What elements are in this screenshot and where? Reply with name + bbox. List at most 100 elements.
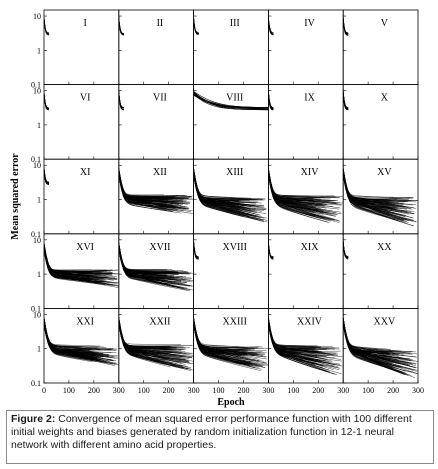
mse-curve xyxy=(343,94,349,110)
caption-label: Figure 2: xyxy=(11,413,56,425)
mse-curve xyxy=(118,320,189,361)
mse-curve xyxy=(118,322,187,354)
mse-curve xyxy=(268,317,330,357)
panel-x: X xyxy=(342,84,419,160)
mse-curve xyxy=(343,317,412,364)
panel-curves xyxy=(44,242,119,288)
panel-ix: IX xyxy=(267,84,344,160)
panel-frame xyxy=(43,9,120,85)
mse-curve xyxy=(44,319,117,365)
panel-curves xyxy=(193,317,269,371)
mse-curve xyxy=(44,242,91,283)
mse-curve xyxy=(118,244,180,285)
mse-curve xyxy=(193,323,240,357)
x-axis-title: Epoch xyxy=(217,397,245,408)
panel-xxii: XXII 100 200 300 xyxy=(118,307,200,395)
x-tick-label: 300 xyxy=(113,386,125,395)
mse-curve xyxy=(268,172,316,202)
mse-curve xyxy=(268,323,322,347)
panel-xxiv: XXIV 100 200 300 xyxy=(267,307,349,395)
mse-curve xyxy=(44,247,93,276)
mse-curve xyxy=(343,170,407,222)
panel-label: XVI xyxy=(76,242,94,253)
panel-curves xyxy=(44,16,50,36)
panel-xi: XI 0.1 1 10 xyxy=(31,158,120,239)
panel-iv: IV xyxy=(267,9,344,85)
panel-curves xyxy=(343,317,419,378)
mse-curve xyxy=(118,90,124,108)
mse-curve xyxy=(268,18,274,36)
mse-curve xyxy=(44,318,101,351)
panel-curves xyxy=(343,167,418,227)
panel-label: XXV xyxy=(374,316,396,327)
mse-curve xyxy=(193,324,247,362)
mse-curve xyxy=(118,324,182,345)
mse-curve xyxy=(118,324,170,348)
mse-curve xyxy=(118,320,176,351)
panel-label: VI xyxy=(80,93,91,104)
mse-curve xyxy=(268,319,328,372)
mse-curve xyxy=(193,170,267,210)
mse-curve xyxy=(193,319,261,371)
panel-curves xyxy=(118,317,194,371)
panel-label: III xyxy=(230,18,240,29)
mse-curve xyxy=(118,18,124,35)
panel-curves xyxy=(118,242,194,292)
mse-curve xyxy=(268,95,274,110)
mse-curve xyxy=(44,243,113,273)
panel-label: XXI xyxy=(76,316,94,327)
panel-frame xyxy=(342,307,419,384)
mse-curve xyxy=(343,171,400,218)
x-tick-label: 300 xyxy=(337,386,349,395)
panel-xii: XII xyxy=(118,158,195,235)
mse-curve xyxy=(343,172,399,203)
mse-curve xyxy=(44,245,105,272)
mse-curve xyxy=(44,19,50,35)
mse-curve xyxy=(118,243,169,282)
mse-curve xyxy=(343,319,401,352)
y-tick-label: 0.1 xyxy=(31,230,41,239)
mse-curve xyxy=(268,168,327,213)
mse-curve xyxy=(44,247,117,274)
mse-curve xyxy=(268,320,331,355)
panel-xxiii: XXIII 100 200 300 xyxy=(193,307,274,395)
mse-curve xyxy=(343,317,419,371)
mse-curve xyxy=(193,173,255,202)
mse-curve xyxy=(118,175,192,198)
panel-curves xyxy=(268,240,274,260)
mse-curve xyxy=(268,174,318,211)
mse-curve xyxy=(118,169,165,200)
x-tick-label: 100 xyxy=(213,386,225,395)
x-tick-label: 300 xyxy=(262,386,274,395)
panel-label: XIX xyxy=(301,242,320,253)
mse-curve xyxy=(44,317,114,361)
mse-curve xyxy=(193,173,263,201)
panel-i: I 0.1 1 10 xyxy=(31,9,120,90)
mse-curve xyxy=(118,321,190,358)
mse-curve xyxy=(118,322,193,358)
y-tick-label: 0.1 xyxy=(31,304,41,313)
mse-curve xyxy=(118,174,167,204)
y-tick-label: 10 xyxy=(33,161,41,170)
y-tick-label: 10 xyxy=(33,236,41,245)
mse-curve xyxy=(343,170,395,204)
mse-curve xyxy=(343,170,407,210)
panel-curves xyxy=(343,90,349,111)
panel-label: XVIII xyxy=(223,242,247,253)
y-tick-label: 10 xyxy=(33,12,41,21)
mse-curve xyxy=(268,168,315,212)
mse-curve xyxy=(343,169,397,217)
mse-curve xyxy=(268,174,322,206)
caption-text: Convergence of mean squared error perfor… xyxy=(11,413,412,451)
panel-curves xyxy=(44,317,119,366)
panel-curves xyxy=(44,90,50,111)
panel-label: X xyxy=(381,93,389,104)
panel-xvi: XVI 0.1 1 10 xyxy=(31,233,120,313)
mse-curve xyxy=(193,174,256,206)
mse-curve xyxy=(118,173,179,197)
panel-label: VII xyxy=(153,93,167,104)
mse-curve xyxy=(118,174,186,197)
panel-curves xyxy=(268,167,344,224)
